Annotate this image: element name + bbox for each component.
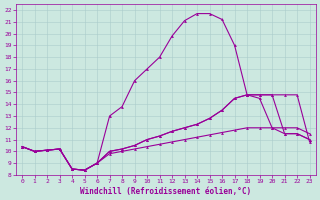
X-axis label: Windchill (Refroidissement éolien,°C): Windchill (Refroidissement éolien,°C) <box>80 187 252 196</box>
